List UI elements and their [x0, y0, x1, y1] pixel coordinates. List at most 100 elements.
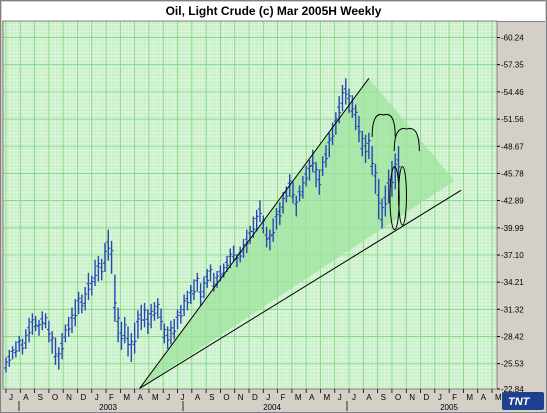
y-tick-label: -34.21 [501, 278, 524, 287]
x-year-label: 2003 [99, 403, 117, 412]
price-bar [192, 279, 197, 301]
price-bar [228, 248, 233, 269]
trendline [139, 189, 462, 389]
price-bar [271, 218, 276, 242]
x-month-label: J [166, 393, 170, 402]
price-bar [132, 322, 137, 354]
price-bar [356, 115, 361, 143]
x-month-label: J [352, 393, 356, 402]
plot-border [2, 20, 498, 390]
price-bar [159, 308, 164, 331]
x-month-label: F [109, 393, 114, 402]
price-bar [83, 286, 88, 311]
price-bar [317, 169, 322, 195]
x-month-label: A [138, 393, 144, 402]
price-bar [30, 313, 35, 335]
price-bar [320, 156, 325, 177]
x-month-label: J [266, 393, 270, 402]
price-bar [56, 347, 61, 370]
x-month-label: M [152, 393, 159, 402]
x-month-label: A [481, 393, 487, 402]
y-tick-label: -57.35 [501, 61, 524, 70]
price-bars [4, 78, 401, 373]
price-bar [376, 178, 381, 220]
y-tick-label: -48.67 [501, 142, 524, 151]
price-bar [162, 323, 167, 344]
price-bar [79, 294, 84, 314]
plot-area [2, 20, 498, 390]
trendline [139, 78, 370, 389]
price-bar [182, 294, 187, 317]
x-month-label: N [409, 393, 415, 402]
price-bar [201, 276, 206, 299]
x-month-label: M [123, 393, 130, 402]
y-tick-label: -51.56 [501, 115, 524, 124]
price-bar [215, 270, 220, 288]
price-bar [290, 181, 295, 204]
price-bar [373, 163, 378, 194]
x-month-label: M [295, 393, 302, 402]
price-bar [208, 264, 213, 282]
price-bar [178, 304, 183, 324]
price-bar [188, 285, 193, 304]
price-bar [225, 255, 230, 272]
y-tick-label: -45.78 [501, 169, 524, 178]
price-bar [175, 309, 180, 330]
price-bar [66, 317, 71, 337]
price-bar [257, 200, 262, 223]
price-bar [53, 337, 58, 365]
price-bar [4, 357, 8, 373]
price-bar [363, 134, 368, 163]
price-bar [323, 145, 328, 168]
y-tick-label: -39.99 [501, 224, 524, 233]
loop-annotation [389, 166, 400, 231]
price-bar [155, 298, 160, 319]
price-bar [23, 329, 28, 349]
x-month-label: M [495, 393, 502, 402]
price-bar [36, 319, 41, 336]
price-bar [33, 316, 38, 332]
price-bar [93, 259, 98, 287]
price-bar [264, 226, 269, 248]
arc-annotation [371, 113, 396, 137]
x-month-label: J [338, 393, 342, 402]
price-bar [102, 242, 107, 272]
price-bar [13, 341, 18, 358]
y-tick-label: -60.24 [501, 34, 524, 43]
price-bar [122, 317, 127, 344]
price-bar [27, 317, 32, 343]
price-bar [370, 145, 375, 176]
price-bar [86, 272, 91, 301]
logo-background [502, 392, 544, 410]
x-month-label: S [209, 393, 214, 402]
x-month-label: A [195, 393, 201, 402]
price-bar [168, 320, 173, 345]
y-tick-label: -22.84 [501, 385, 524, 394]
y-tick-label: -25.53 [501, 360, 524, 369]
y-tick-label: -37.10 [501, 251, 524, 260]
price-bar [185, 290, 190, 311]
price-bar [350, 95, 355, 118]
x-month-label: F [452, 393, 457, 402]
price-bar [10, 346, 15, 360]
x-year-label: 2005 [440, 403, 458, 412]
price-bar [343, 78, 348, 105]
x-month-label: O [52, 393, 58, 402]
price-bar [40, 311, 45, 331]
price-bar [294, 195, 299, 217]
price-bar [330, 122, 335, 146]
price-bar [73, 299, 78, 327]
y-tick-label: -42.89 [501, 197, 524, 206]
arc-annotation [393, 128, 420, 152]
price-bar [7, 349, 12, 367]
price-bar [112, 274, 117, 322]
loop-annotation [398, 166, 407, 226]
x-month-label: A [309, 393, 315, 402]
price-bar [380, 198, 385, 229]
price-bar [340, 84, 345, 112]
x-month-label: D [424, 393, 430, 402]
price-bar [297, 185, 302, 202]
x-month-label: D [252, 393, 258, 402]
price-bar [267, 229, 272, 251]
